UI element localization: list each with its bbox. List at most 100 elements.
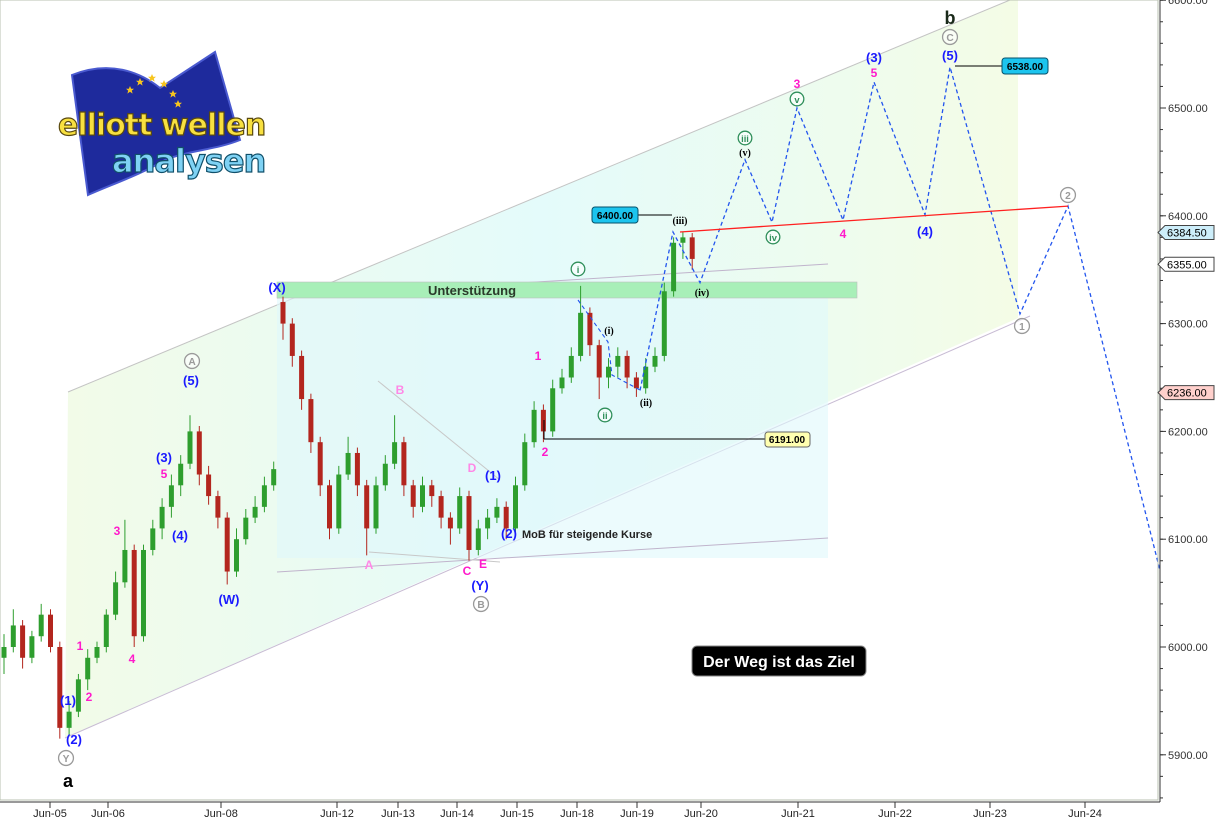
wave-label: (3) xyxy=(156,450,172,465)
svg-text:(5): (5) xyxy=(942,48,958,63)
wave-label: v xyxy=(789,91,805,107)
svg-text:1: 1 xyxy=(1019,322,1025,333)
svg-text:(5): (5) xyxy=(183,373,199,388)
svg-text:(3): (3) xyxy=(156,450,172,465)
wave-label: iv xyxy=(765,229,781,245)
candle xyxy=(345,436,351,480)
wave-label: (5) xyxy=(183,373,199,388)
wave-label: (iv) xyxy=(695,288,709,299)
svg-text:iii: iii xyxy=(741,134,749,144)
candle xyxy=(382,455,388,491)
candle xyxy=(94,641,100,664)
candle xyxy=(466,490,472,561)
svg-text:6384.50: 6384.50 xyxy=(1167,228,1207,240)
wave-label: (4) xyxy=(917,224,933,239)
wave-label: (Y) xyxy=(471,578,488,593)
svg-text:(2): (2) xyxy=(501,526,517,541)
price-marker: 6236.00 xyxy=(1157,385,1215,401)
svg-text:(X): (X) xyxy=(268,280,285,295)
svg-text:(4): (4) xyxy=(172,528,188,543)
candle xyxy=(429,479,435,507)
candle xyxy=(308,393,314,453)
price-box-6400: 6400.00 xyxy=(591,206,672,224)
svg-text:(2): (2) xyxy=(66,732,82,747)
logo-line2: analysen xyxy=(112,142,265,180)
wave-label: 1 xyxy=(77,639,84,653)
wave-label: B xyxy=(472,595,490,613)
svg-text:(ii): (ii) xyxy=(640,398,652,409)
channel-upper-line xyxy=(67,0,1011,393)
candle xyxy=(29,630,35,664)
svg-text:(W): (W) xyxy=(219,592,240,607)
candle xyxy=(141,544,146,642)
candle xyxy=(215,490,221,529)
svg-text:5: 5 xyxy=(871,66,878,80)
svg-text:(Y): (Y) xyxy=(471,578,488,593)
wave-label: (W) xyxy=(219,592,240,607)
candle xyxy=(271,461,277,491)
candle xyxy=(568,347,574,383)
resistance-line xyxy=(679,205,1069,233)
candle xyxy=(410,479,416,518)
candle xyxy=(66,700,72,736)
wave-label: (1) xyxy=(60,693,76,708)
candle xyxy=(475,519,481,556)
candle xyxy=(578,285,584,362)
wave-label: A xyxy=(365,558,374,572)
svg-text:6355.00: 6355.00 xyxy=(1167,259,1207,271)
wave-label: E xyxy=(479,557,487,571)
wave-label: (v) xyxy=(739,148,751,159)
candle xyxy=(615,347,621,378)
wave-label: 5 xyxy=(871,66,878,80)
candle xyxy=(457,487,463,534)
candle xyxy=(606,358,611,389)
candle xyxy=(689,233,695,270)
svg-text:4: 4 xyxy=(840,227,847,241)
x-tick-label: Jun-18 xyxy=(560,808,594,820)
plot-frame xyxy=(0,0,1159,801)
wave-label: 3 xyxy=(114,524,121,538)
candle xyxy=(57,641,63,739)
x-tick-label: Jun-22 xyxy=(878,808,912,820)
candles xyxy=(1,231,695,739)
candle xyxy=(513,476,518,534)
wave-label: i xyxy=(570,261,586,277)
candle xyxy=(206,465,212,505)
svg-text:E: E xyxy=(479,557,487,571)
wave-label: 4 xyxy=(840,227,847,241)
support-zone-label: Unterstützung xyxy=(428,283,516,298)
wave-label: C xyxy=(463,564,472,578)
wave-label: B xyxy=(396,383,405,397)
candle xyxy=(131,544,137,647)
x-axis: Jun-05 Jun-06 Jun-08 Jun-12 Jun-13 Jun-14 Jun-… xyxy=(33,802,1102,820)
y-tick-label: 6600.00 xyxy=(1168,0,1208,7)
y-tick-label: 6000.00 xyxy=(1168,642,1208,654)
candle xyxy=(150,519,156,556)
wave-label: (1) xyxy=(485,468,501,483)
candle xyxy=(540,404,546,443)
motto-text: Der Weg ist das Ziel xyxy=(703,654,855,671)
x-tick-label: Jun-12 xyxy=(320,808,354,820)
mob-lower-line xyxy=(276,537,829,573)
svg-text:(iii): (iii) xyxy=(673,216,688,227)
wave-label: 2 xyxy=(86,690,93,704)
wave-label: a xyxy=(63,771,74,791)
svg-text:(4): (4) xyxy=(917,224,933,239)
candle xyxy=(252,496,258,524)
candle xyxy=(327,479,332,540)
candle xyxy=(85,649,91,691)
candle xyxy=(485,509,491,540)
svg-text:b: b xyxy=(945,8,956,28)
x-tick-label: Jun-15 xyxy=(500,808,534,820)
candle xyxy=(20,620,26,669)
x-tick-label: Jun-21 xyxy=(781,808,815,820)
wave-label: 2 xyxy=(1059,186,1077,204)
svg-text:ii: ii xyxy=(602,411,607,421)
candle xyxy=(168,474,174,518)
svg-text:C: C xyxy=(946,33,954,44)
wave-label: 2 xyxy=(542,445,549,459)
wave-label: 5 xyxy=(161,467,168,481)
candle xyxy=(317,436,323,497)
svg-text:5: 5 xyxy=(161,467,168,481)
candle xyxy=(48,609,53,653)
